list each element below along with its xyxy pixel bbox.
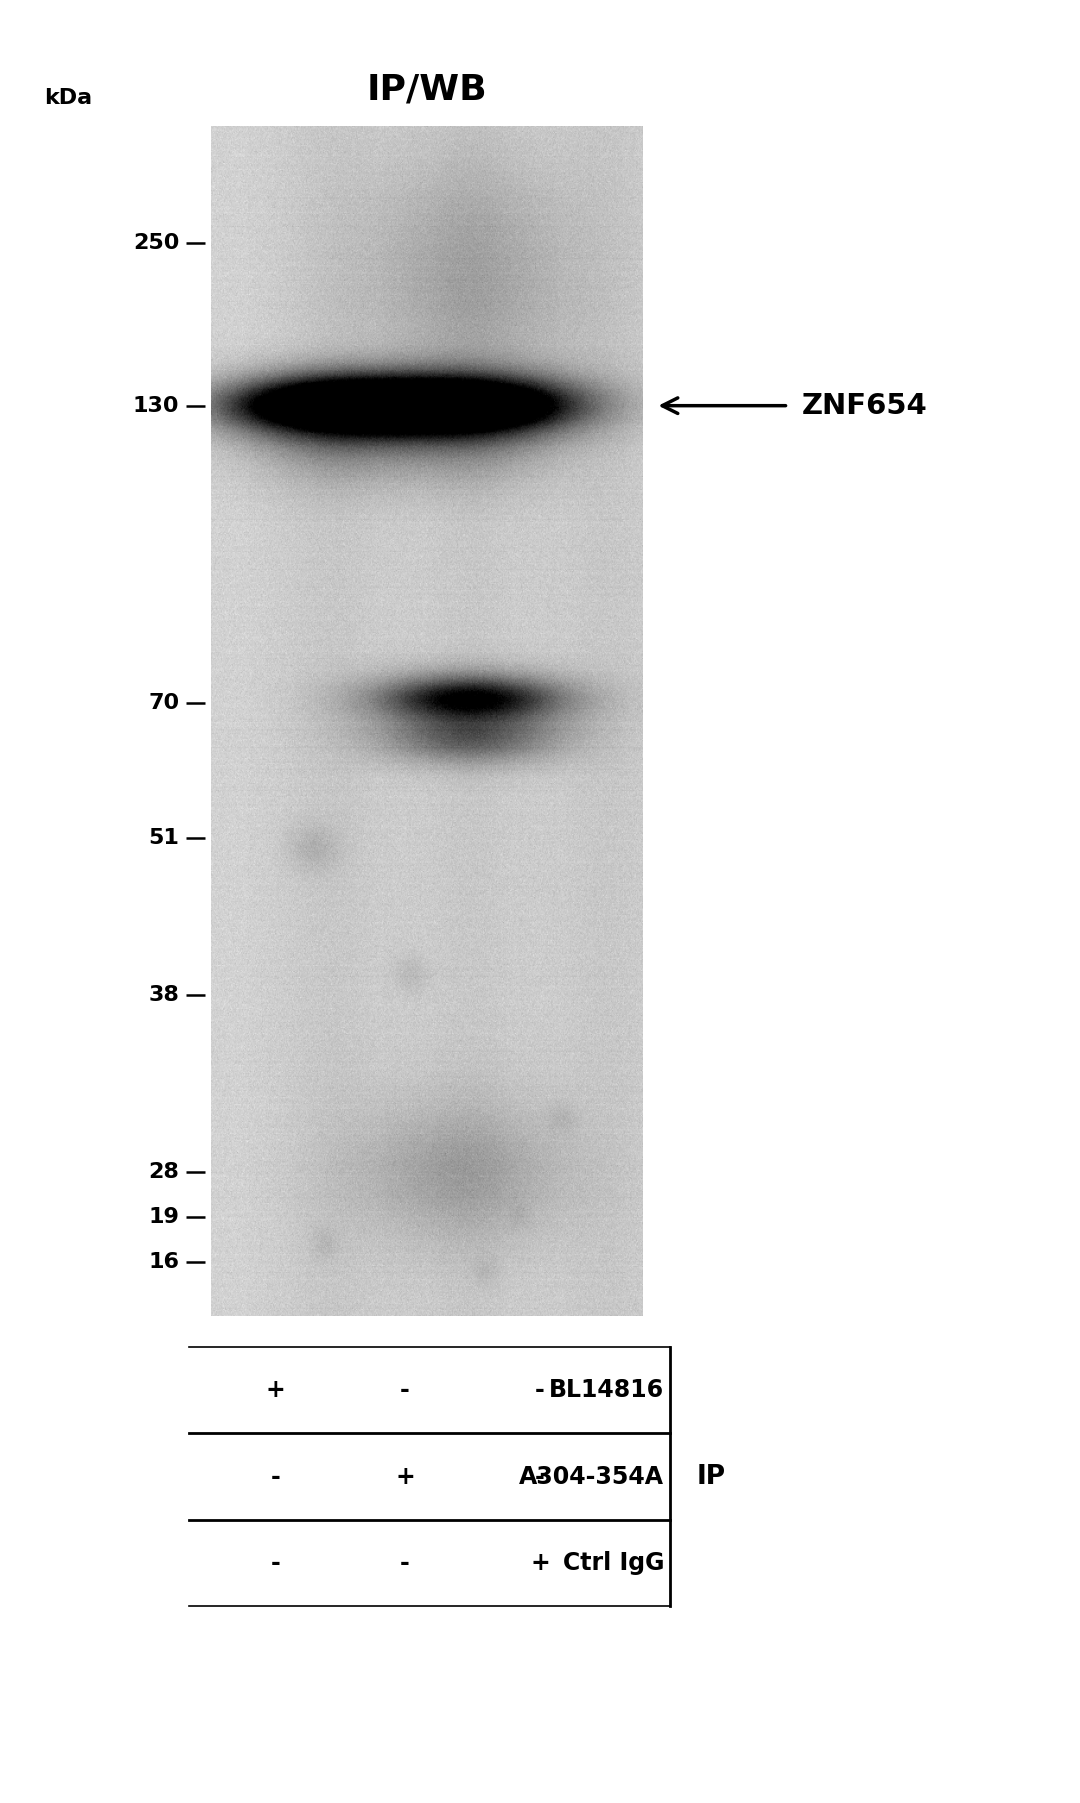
Text: +: +	[395, 1464, 415, 1489]
Text: -: -	[400, 1551, 410, 1576]
Text: IP/WB: IP/WB	[366, 72, 487, 106]
Text: -: -	[270, 1551, 281, 1576]
Text: 51: 51	[148, 828, 179, 849]
Text: BL14816: BL14816	[549, 1377, 664, 1403]
Text: IP: IP	[697, 1464, 726, 1489]
Text: +: +	[530, 1551, 550, 1576]
Text: 38: 38	[148, 984, 179, 1006]
Text: -: -	[400, 1377, 410, 1403]
Text: -: -	[270, 1464, 281, 1489]
Text: -: -	[535, 1377, 545, 1403]
Text: ZNF654: ZNF654	[801, 391, 927, 420]
Text: 19: 19	[148, 1206, 179, 1228]
Text: 70: 70	[148, 692, 179, 714]
Text: kDa: kDa	[43, 88, 92, 108]
Text: -: -	[535, 1464, 545, 1489]
Text: 28: 28	[148, 1161, 179, 1183]
Text: 250: 250	[133, 233, 179, 254]
Text: 16: 16	[148, 1251, 179, 1273]
Text: Ctrl IgG: Ctrl IgG	[563, 1551, 664, 1576]
Text: 130: 130	[133, 395, 179, 416]
Text: A304-354A: A304-354A	[519, 1464, 664, 1489]
Text: +: +	[266, 1377, 285, 1403]
